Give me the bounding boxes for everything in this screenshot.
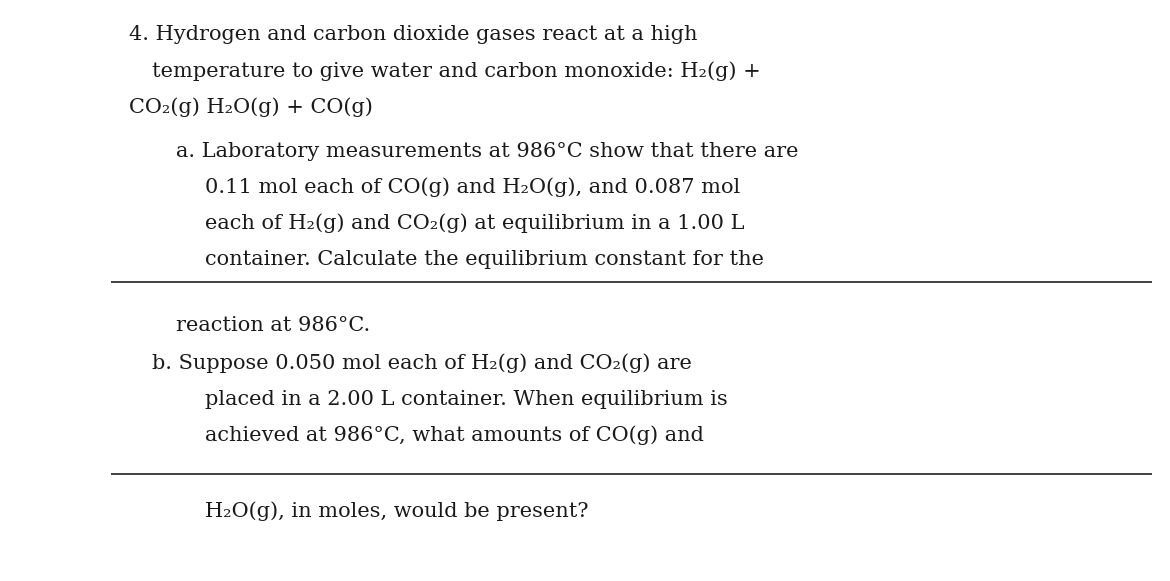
Text: reaction at 986°C.: reaction at 986°C. [176, 316, 370, 335]
Text: achieved at 986°C, what amounts of CO(g) and: achieved at 986°C, what amounts of CO(g)… [205, 425, 703, 445]
Text: placed in a 2.00 L container. When equilibrium is: placed in a 2.00 L container. When equil… [205, 390, 728, 408]
Text: temperature to give water and carbon monoxide: H₂(g) +: temperature to give water and carbon mon… [152, 61, 760, 81]
Text: 0.11 mol each of CO(g) and H₂O(g), and 0.087 mol: 0.11 mol each of CO(g) and H₂O(g), and 0… [205, 177, 739, 197]
Text: CO₂(g) H₂O(g) + CO(g): CO₂(g) H₂O(g) + CO(g) [129, 97, 372, 117]
Text: b. Suppose 0.050 mol each of H₂(g) and CO₂(g) are: b. Suppose 0.050 mol each of H₂(g) and C… [152, 353, 691, 373]
Text: each of H₂(g) and CO₂(g) at equilibrium in a 1.00 L: each of H₂(g) and CO₂(g) at equilibrium … [205, 213, 744, 233]
Text: container. Calculate the equilibrium constant for the: container. Calculate the equilibrium con… [205, 250, 764, 268]
Text: 4. Hydrogen and carbon dioxide gases react at a high: 4. Hydrogen and carbon dioxide gases rea… [129, 26, 697, 44]
Text: a. Laboratory measurements at 986°C show that there are: a. Laboratory measurements at 986°C show… [176, 142, 798, 160]
Text: H₂O(g), in moles, would be present?: H₂O(g), in moles, would be present? [205, 501, 589, 521]
